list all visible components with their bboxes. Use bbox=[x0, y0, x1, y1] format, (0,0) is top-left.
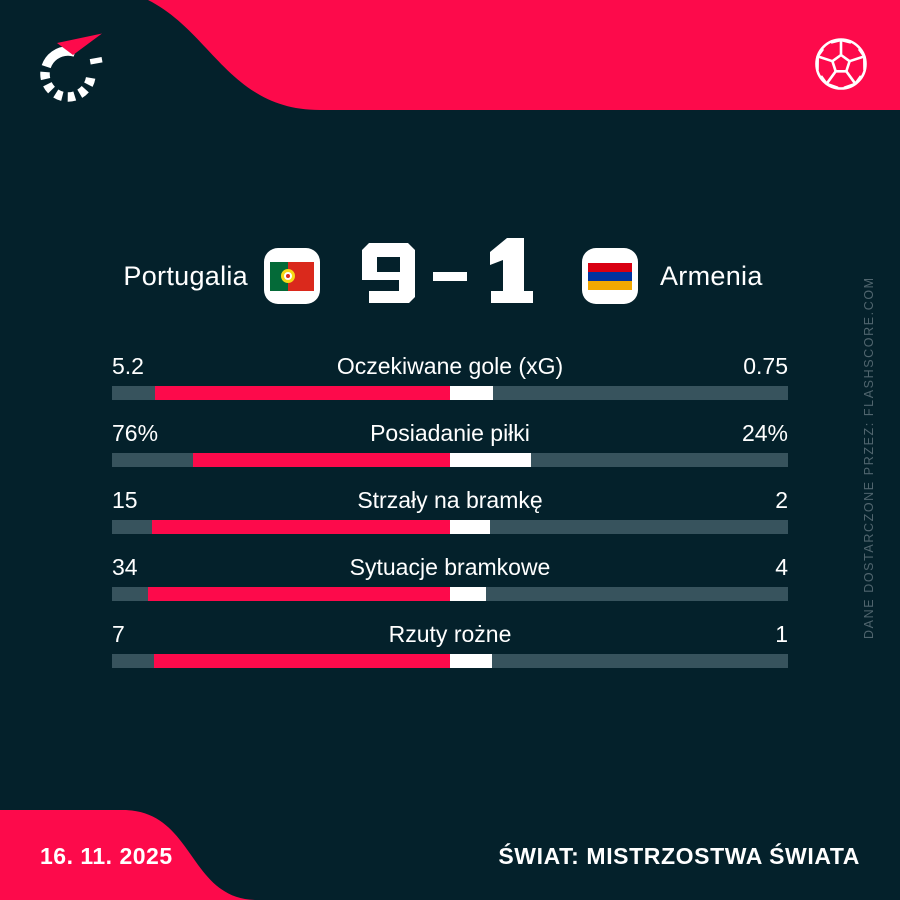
armenia-stripe-1 bbox=[588, 271, 632, 281]
stat-bar-track bbox=[112, 654, 788, 668]
portugal-flag-green bbox=[270, 261, 288, 291]
armenia-flag bbox=[588, 262, 632, 290]
armenia-stripe-2 bbox=[588, 280, 632, 290]
stat-home-value: 5.2 bbox=[112, 353, 144, 379]
logo-tick-icon bbox=[89, 56, 103, 65]
stat-values-line: 34 Sytuacje bramkowe 4 bbox=[112, 553, 788, 582]
stat-home-value: 76% bbox=[112, 420, 159, 446]
stat-label: Oczekiwane gole (xG) bbox=[336, 353, 564, 379]
stat-row: 34 Sytuacje bramkowe 4 bbox=[112, 553, 788, 601]
stat-bar-home-fill bbox=[152, 520, 450, 534]
stat-row: 76% Posiadanie piłki 24% bbox=[112, 419, 788, 467]
watermark-text: DANE DOSTARCZONE PRZEZ: FLASHSCORE.COM bbox=[862, 276, 876, 640]
stat-row: 7 Rzuty rożne 1 bbox=[112, 620, 788, 668]
logo-flash-icon bbox=[57, 33, 102, 55]
away-flag-card bbox=[582, 248, 638, 304]
stat-bar-track bbox=[112, 520, 788, 534]
score-separator bbox=[433, 272, 467, 281]
portugal-flag bbox=[270, 261, 314, 291]
stat-bar-track bbox=[112, 587, 788, 601]
stat-bar-home-fill bbox=[193, 453, 450, 467]
stat-bar-home-fill bbox=[154, 654, 450, 668]
match-date: 16. 11. 2025 bbox=[40, 843, 173, 869]
bottom-red-band bbox=[0, 810, 257, 900]
stat-values-line: 7 Rzuty rożne 1 bbox=[112, 620, 788, 649]
stat-away-value: 2 bbox=[775, 487, 788, 513]
competition-label: ŚWIAT: MISTRZOSTWA ŚWIATA bbox=[498, 843, 860, 869]
stat-bar-track bbox=[112, 453, 788, 467]
stat-home-value: 7 bbox=[112, 621, 125, 647]
stat-values-line: 5.2 Oczekiwane gole (xG) 0.75 bbox=[112, 352, 788, 381]
home-score-digit bbox=[362, 243, 415, 303]
football-icon bbox=[815, 38, 867, 90]
stat-label: Sytuacje bramkowe bbox=[349, 554, 551, 580]
away-team-name: Armenia bbox=[660, 261, 763, 291]
stats-list: 5.2 Oczekiwane gole (xG) 0.75 76% Posiadanie… bbox=[112, 352, 788, 692]
stat-bar-away-fill bbox=[450, 453, 531, 467]
stat-row: 5.2 Oczekiwane gole (xG) 0.75 bbox=[112, 352, 788, 400]
stat-label: Rzuty rożne bbox=[388, 621, 512, 647]
stat-bar-home-fill bbox=[155, 386, 450, 400]
stat-row: 15 Strzały na bramkę 2 bbox=[112, 486, 788, 534]
stat-away-value: 1 bbox=[775, 621, 788, 647]
stat-bar-away-fill bbox=[450, 587, 486, 601]
stat-bar-away-fill bbox=[450, 386, 493, 400]
flashscore-logo bbox=[40, 33, 103, 102]
stat-away-value: 4 bbox=[775, 554, 788, 580]
stat-home-value: 34 bbox=[112, 554, 138, 580]
logo-dial-icon bbox=[40, 46, 96, 102]
stat-label: Strzały na bramkę bbox=[357, 487, 543, 513]
score-display bbox=[362, 238, 533, 303]
stat-label: Posiadanie piłki bbox=[370, 420, 530, 446]
stat-home-value: 15 bbox=[112, 487, 138, 513]
home-flag-card bbox=[264, 248, 320, 304]
stat-away-value: 0.75 bbox=[743, 353, 788, 379]
stat-away-value: 24% bbox=[741, 420, 788, 446]
stat-values-line: 76% Posiadanie piłki 24% bbox=[112, 419, 788, 448]
armenia-stripe-0 bbox=[588, 262, 632, 272]
portugal-emblem-dot bbox=[285, 274, 290, 278]
top-red-band bbox=[148, 0, 900, 110]
portugal-flag-emblem bbox=[280, 269, 295, 283]
stat-bar-away-fill bbox=[450, 520, 490, 534]
stat-bar-home-fill bbox=[148, 587, 450, 601]
home-team-name: Portugalia bbox=[123, 261, 248, 291]
away-score-digit bbox=[490, 238, 533, 303]
stat-values-line: 15 Strzały na bramkę 2 bbox=[112, 486, 788, 515]
stat-bar-away-fill bbox=[450, 654, 492, 668]
stat-bar-track bbox=[112, 386, 788, 400]
